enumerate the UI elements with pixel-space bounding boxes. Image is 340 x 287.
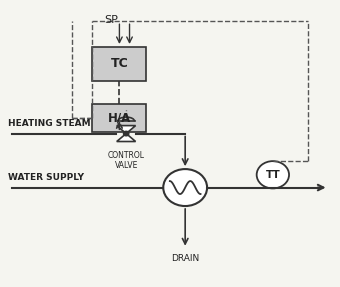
Circle shape — [163, 169, 207, 206]
Text: HEATING STEAM: HEATING STEAM — [8, 119, 91, 129]
Circle shape — [257, 161, 289, 188]
FancyBboxPatch shape — [92, 104, 147, 132]
Polygon shape — [117, 126, 136, 133]
Text: TC: TC — [110, 57, 128, 70]
Text: SP: SP — [104, 15, 118, 25]
Text: TT: TT — [266, 170, 280, 180]
Text: WATER SUPPLY: WATER SUPPLY — [8, 173, 84, 183]
Text: H/A: H/A — [108, 111, 131, 125]
Text: DRAIN: DRAIN — [171, 254, 199, 263]
Circle shape — [123, 131, 129, 136]
Polygon shape — [117, 133, 136, 141]
FancyBboxPatch shape — [92, 47, 147, 81]
Text: CONTROL
VALVE: CONTROL VALVE — [108, 151, 144, 170]
